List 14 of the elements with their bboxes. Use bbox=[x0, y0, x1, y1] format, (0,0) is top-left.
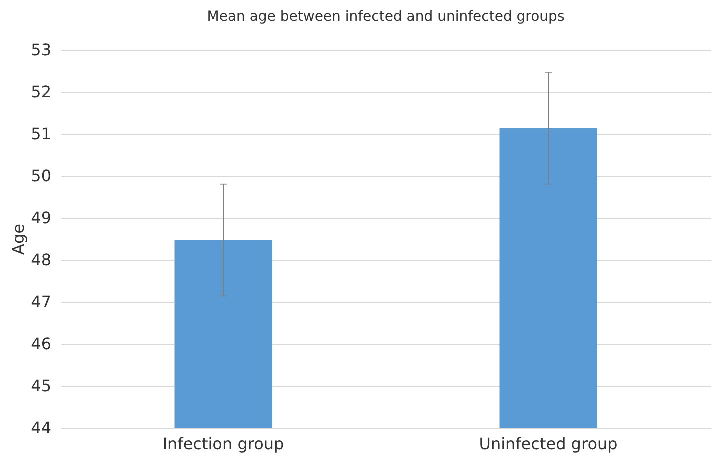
y-tick-label: 48 bbox=[31, 250, 52, 270]
y-tick-label: 53 bbox=[31, 40, 52, 60]
y-tick-label: 51 bbox=[31, 124, 52, 144]
y-tick-label: 49 bbox=[31, 208, 52, 228]
x-tick-label: Infection group bbox=[162, 434, 284, 454]
y-axis-title: Age bbox=[9, 224, 28, 255]
x-tick-label: Uninfected group bbox=[479, 434, 618, 454]
chart-title: Mean age between infected and uninfected groups bbox=[207, 9, 565, 25]
y-tick-label: 45 bbox=[31, 376, 52, 396]
y-tick-label: 47 bbox=[31, 292, 52, 312]
y-tick-label: 52 bbox=[31, 82, 52, 102]
y-tick-label: 50 bbox=[31, 166, 52, 186]
y-tick-label: 46 bbox=[31, 334, 52, 354]
y-tick-label: 44 bbox=[31, 418, 52, 438]
